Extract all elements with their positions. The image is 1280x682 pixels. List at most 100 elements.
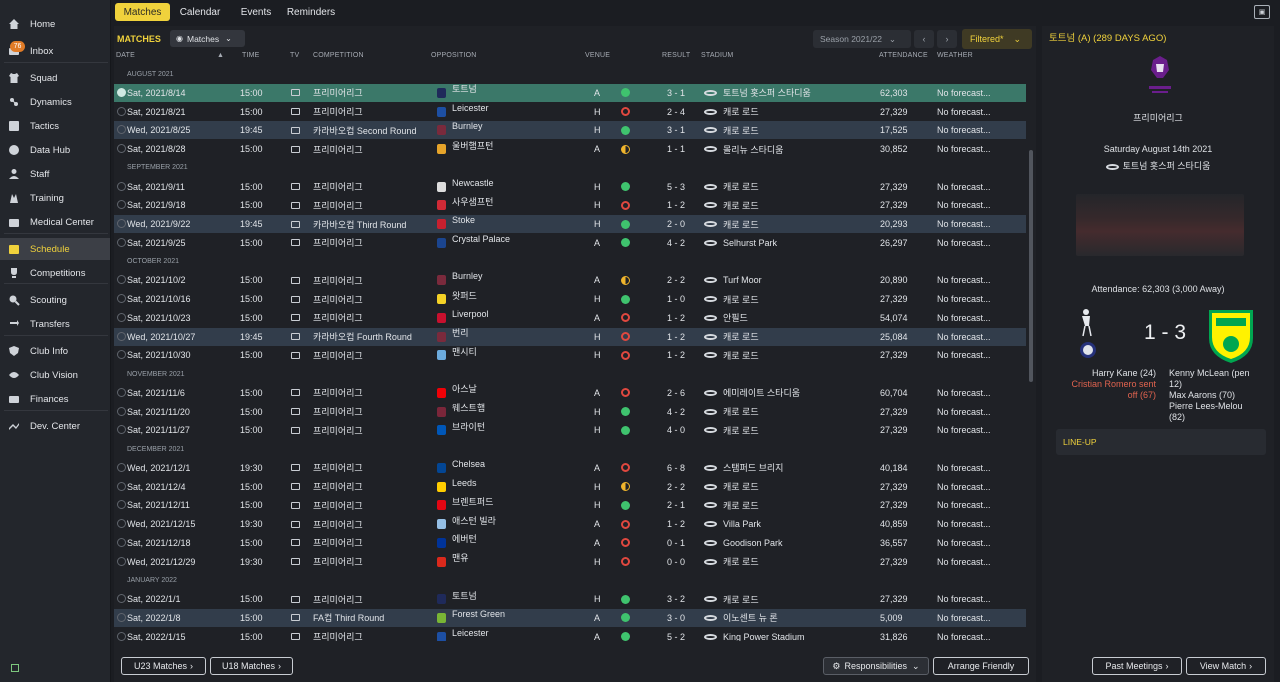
match-row[interactable]: Sat, 2021/8/21 15:00 프리미어리그 Leicester H 2 - 4… <box>114 103 1026 121</box>
match-row[interactable]: Wed, 2021/12/29 19:30 프리미어리그 맨유 H 0 - 0 캐로 로드 2… <box>114 553 1026 571</box>
match-opposition[interactable]: 왓퍼드 <box>452 290 477 308</box>
match-status-check[interactable] <box>117 144 126 153</box>
match-opposition[interactable]: 토트넘 <box>452 84 477 102</box>
match-opposition[interactable]: Leeds <box>452 478 477 496</box>
sidebar-item-medical-center[interactable]: Medical Center <box>0 211 110 233</box>
match-row[interactable]: Sat, 2021/12/11 15:00 프리미어리그 브렌트퍼드 H 2 - 1 캐로 … <box>114 496 1026 514</box>
col-header-venue[interactable]: VENUE <box>585 52 611 59</box>
responsibilities-button[interactable]: ⚙ Responsibilities ⌄ <box>823 657 929 675</box>
match-row[interactable]: Sat, 2021/11/20 15:00 프리미어리그 웨스트햄 H 4 - 2 캐로 로… <box>114 403 1026 421</box>
match-opposition[interactable]: Liverpool <box>452 309 489 327</box>
match-row[interactable]: Sat, 2022/1/8 15:00 FA컵 Third Round Forest … <box>114 608 1026 627</box>
match-opposition[interactable]: 아스날 <box>452 384 477 402</box>
sidebar-item-tactics[interactable]: Tactics <box>0 115 110 137</box>
match-row[interactable]: Sat, 2021/10/16 15:00 프리미어리그 왓퍼드 H 1 - 0 캐로 로드… <box>114 290 1026 308</box>
col-header-result[interactable]: RESULT <box>662 52 691 59</box>
u18-matches-button[interactable]: U18 Matches › <box>210 657 293 675</box>
sidebar-item-dynamics[interactable]: Dynamics <box>0 91 110 113</box>
view-match-button[interactable]: View Match › <box>1186 657 1266 675</box>
match-status-check[interactable] <box>117 537 126 547</box>
sidebar-item-schedule[interactable]: Schedule <box>0 238 110 260</box>
match-status-check[interactable] <box>117 612 126 622</box>
match-row[interactable]: Sat, 2022/1/15 15:00 프리미어리그 Leicester A 5 - 2… <box>114 628 1026 642</box>
match-status-check[interactable] <box>117 594 126 603</box>
match-row[interactable]: Wed, 2021/8/25 19:45 카라바오컵 Second Round Bur… <box>114 121 1026 140</box>
match-row[interactable]: Wed, 2021/10/27 19:45 카라바오컵 Fourth Round 번리… <box>114 327 1026 346</box>
match-opposition[interactable]: Forest Green <box>452 609 505 627</box>
tab-events[interactable]: Events <box>240 6 272 18</box>
match-opposition[interactable]: 사우샘프턴 <box>452 196 493 214</box>
match-status-check[interactable] <box>117 200 126 210</box>
col-header-tv[interactable]: TV <box>290 52 300 59</box>
match-opposition[interactable]: Crystal Palace <box>452 234 510 252</box>
col-header-opposition[interactable]: OPPOSITION <box>431 52 477 59</box>
match-status-check[interactable] <box>117 237 126 247</box>
past-meetings-button[interactable]: Past Meetings › <box>1092 657 1182 675</box>
match-row[interactable]: Sat, 2021/10/23 15:00 프리미어리그 Liverpool A 1 - … <box>114 309 1026 327</box>
match-status-check[interactable] <box>117 631 126 641</box>
prev-season-button[interactable]: ‹ <box>914 30 934 48</box>
status-icon[interactable] <box>11 664 19 672</box>
match-status-check[interactable] <box>117 275 126 285</box>
match-status-check[interactable] <box>117 181 126 191</box>
tab-reminders[interactable]: Reminders <box>286 6 336 18</box>
col-header-date[interactable]: DATE <box>116 52 135 59</box>
match-status-check[interactable] <box>117 219 126 228</box>
match-opposition[interactable]: 맨유 <box>452 553 469 571</box>
col-header-competition[interactable]: COMPETITION <box>313 52 364 59</box>
next-season-button[interactable]: › <box>937 30 957 48</box>
lineup-section[interactable]: LINE-UP <box>1056 429 1266 455</box>
sidebar-item-data-hub[interactable]: Data Hub <box>0 139 110 161</box>
match-opposition[interactable]: Burnley <box>452 121 483 139</box>
match-opposition[interactable]: 맨시티 <box>452 346 477 364</box>
match-status-check[interactable] <box>117 556 126 566</box>
filter-button[interactable]: Filtered* ⌄ <box>962 29 1032 49</box>
match-row[interactable]: Wed, 2021/9/22 19:45 카라바오컵 Third Round Stok… <box>114 215 1026 233</box>
match-opposition[interactable]: 웨스트햄 <box>452 403 485 421</box>
match-row[interactable]: Sat, 2021/11/27 15:00 프리미어리그 브라이턴 H 4 - 0 캐로 로… <box>114 421 1026 439</box>
match-opposition[interactable]: 토트넘 <box>452 590 477 608</box>
match-status-check[interactable] <box>117 350 126 360</box>
match-row[interactable]: Sat, 2021/9/25 15:00 프리미어리그 Crystal Palace A… <box>114 234 1026 252</box>
col-header-stadium[interactable]: STADIUM <box>701 52 734 59</box>
scrollbar[interactable] <box>1029 150 1033 382</box>
col-header-time[interactable]: TIME <box>242 52 260 59</box>
match-opposition[interactable]: 에버턴 <box>452 534 477 552</box>
match-opposition[interactable]: Leicester <box>452 628 489 642</box>
arrange-friendly-button[interactable]: Arrange Friendly <box>933 657 1029 675</box>
match-status-check[interactable] <box>117 387 126 397</box>
match-status-check[interactable] <box>117 500 126 510</box>
match-opposition[interactable]: Chelsea <box>452 459 485 477</box>
sidebar-item-home[interactable]: Home <box>0 13 110 35</box>
match-row[interactable]: Sat, 2021/9/11 15:00 프리미어리그 Newcastle H 5 - 3… <box>114 178 1026 196</box>
sidebar-item-squad[interactable]: Squad <box>0 67 110 89</box>
match-status-check[interactable] <box>117 294 126 303</box>
match-status-check[interactable] <box>117 425 126 435</box>
col-header-attendance[interactable]: ATTENDANCE <box>879 52 928 59</box>
match-row[interactable]: Wed, 2021/12/1 19:30 프리미어리그 Chelsea A 6 - 8 스탬… <box>114 459 1026 477</box>
col-header-weather[interactable]: WEATHER <box>937 52 973 59</box>
sidebar-item-club-vision[interactable]: Club Vision <box>0 364 110 386</box>
match-row[interactable]: Sat, 2021/9/18 15:00 프리미어리그 사우샘프턴 H 1 - 2 캐로 로… <box>114 196 1026 214</box>
tab-matches[interactable]: Matches <box>115 3 170 21</box>
match-opposition[interactable]: 번리 <box>452 328 469 346</box>
season-select[interactable]: Season 2021/22 ⌄ <box>813 30 911 48</box>
match-status-check[interactable] <box>117 87 126 97</box>
match-row[interactable]: Sat, 2021/8/28 15:00 프리미어리그 울버햄프턴 A 1 - 1 몰리뉴 … <box>114 140 1026 158</box>
sidebar-item-training[interactable]: Training <box>0 187 110 209</box>
match-opposition[interactable]: Burnley <box>452 271 483 289</box>
match-status-check[interactable] <box>117 331 126 341</box>
match-row[interactable]: Sat, 2021/8/14 15:00 프리미어리그 토트넘 A 3 - 1 토트넘 홋스… <box>114 83 1026 102</box>
match-row[interactable]: Sat, 2021/12/4 15:00 프리미어리그 Leeds H 2 - 2 캐로 로… <box>114 478 1026 496</box>
match-row[interactable]: Sat, 2022/1/1 15:00 프리미어리그 토트넘 H 3 - 2 캐로 로드 27… <box>114 590 1026 608</box>
match-status-check[interactable] <box>117 406 126 416</box>
sidebar-item-staff[interactable]: Staff <box>0 163 110 185</box>
match-status-check[interactable] <box>117 106 126 116</box>
match-opposition[interactable]: 애스턴 빌라 <box>452 515 496 533</box>
sidebar-item-scouting[interactable]: Scouting <box>0 289 110 311</box>
match-opposition[interactable]: Leicester <box>452 103 489 121</box>
match-opposition[interactable]: Stoke <box>452 215 475 233</box>
match-row[interactable]: Sat, 2021/12/18 15:00 프리미어리그 에버턴 A 0 - 1 Goodi… <box>114 534 1026 552</box>
match-opposition[interactable]: 울버햄프턴 <box>452 140 493 158</box>
sidebar-item-transfers[interactable]: Transfers <box>0 313 110 335</box>
